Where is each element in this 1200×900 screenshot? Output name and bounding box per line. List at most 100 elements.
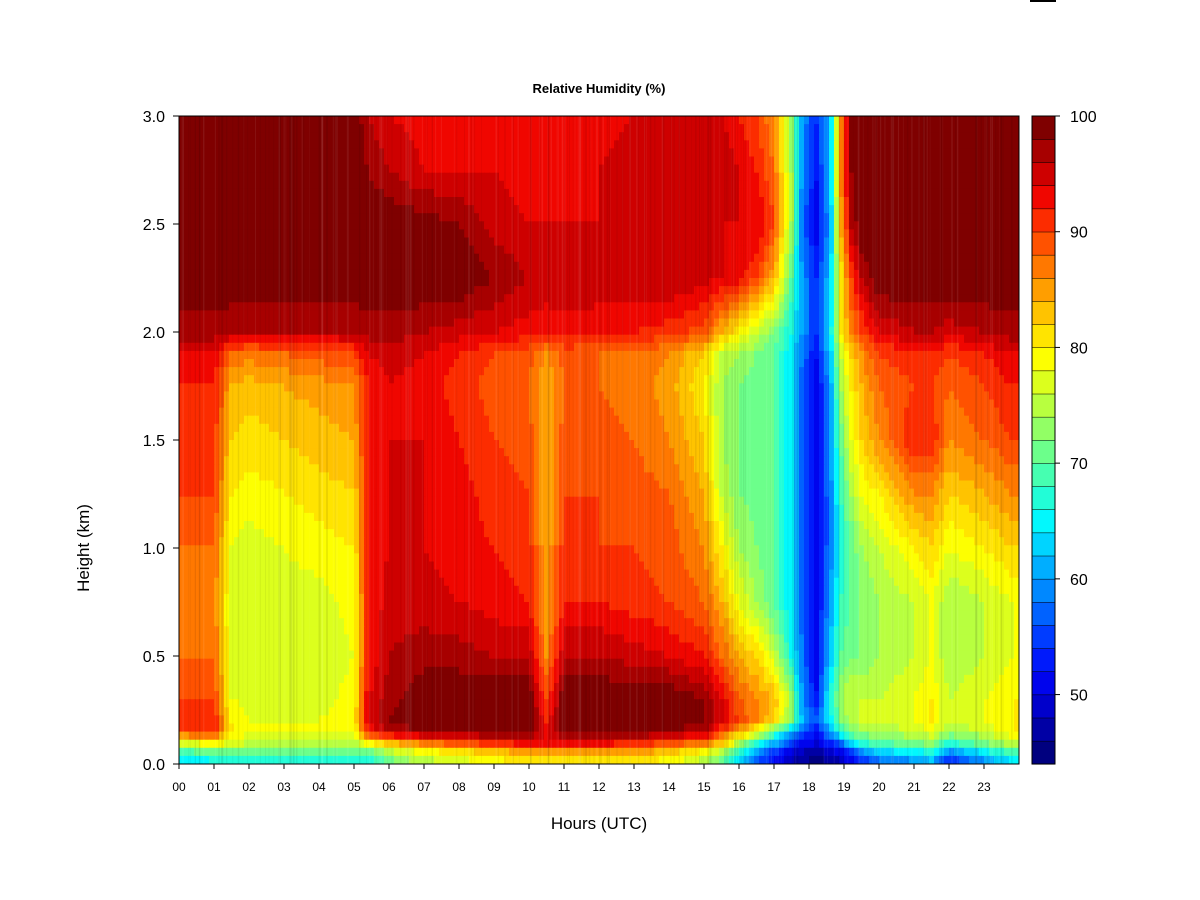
heatmap-cell [274, 188, 280, 198]
heatmap-cell [739, 221, 745, 230]
heatmap-cell [954, 205, 960, 214]
heatmap-cell [344, 286, 350, 295]
heatmap-cell [354, 261, 360, 271]
heatmap-cell [449, 269, 455, 279]
heatmap-cell [584, 278, 590, 287]
heatmap-cell [299, 350, 305, 360]
heatmap-cell [579, 197, 585, 206]
heatmap-cell [739, 229, 745, 239]
heatmap-cell [514, 302, 520, 311]
heatmap-cell [969, 237, 975, 247]
heatmap-cell [829, 302, 835, 311]
heatmap-cell [344, 229, 350, 239]
heatmap-cell [989, 180, 995, 190]
heatmap-cell [494, 261, 500, 271]
heatmap-cell [624, 342, 630, 352]
heatmap-cell [689, 124, 695, 133]
heatmap-cell [249, 237, 255, 247]
heatmap-cell [829, 294, 835, 303]
heatmap-cell [809, 164, 815, 174]
heatmap-cell [359, 124, 365, 133]
heatmap-cell [909, 286, 915, 295]
heatmap-cell [289, 116, 295, 125]
heatmap-cell [199, 221, 205, 230]
heatmap-cell [399, 188, 405, 198]
heatmap-cell [399, 278, 405, 287]
heatmap-cell [339, 180, 345, 190]
heatmap-cell [919, 261, 925, 271]
heatmap-cell [1014, 229, 1019, 239]
heatmap-cell [454, 124, 460, 133]
heatmap-cell [759, 334, 765, 344]
heatmap-cell [514, 310, 520, 320]
heatmap-cell [354, 140, 360, 149]
heatmap-cell [394, 334, 400, 344]
heatmap-cell [594, 286, 600, 295]
heatmap-cell [834, 148, 840, 158]
heatmap-cell [349, 180, 355, 190]
heatmap-cell [489, 342, 495, 352]
heatmap-cell [334, 269, 340, 279]
heatmap-cell [214, 342, 220, 352]
heatmap-cell [374, 164, 380, 174]
heatmap-cell [429, 221, 435, 230]
heatmap-cell [489, 278, 495, 287]
heatmap-cell [949, 310, 955, 320]
heatmap-cell [349, 132, 355, 141]
heatmap-cell [964, 124, 970, 133]
heatmap-cell [764, 237, 770, 247]
heatmap-cell [689, 269, 695, 279]
heatmap-cell [299, 213, 305, 222]
heatmap-cell [359, 326, 365, 336]
heatmap-cell [989, 278, 995, 287]
heatmap-cell [369, 294, 375, 303]
heatmap-cell [239, 221, 245, 230]
heatmap-cell [909, 318, 915, 328]
heatmap-cell [389, 205, 395, 214]
heatmap-cell [479, 148, 485, 158]
heatmap-cell [854, 261, 860, 271]
heatmap-cell [299, 148, 305, 158]
heatmap-cell [319, 350, 325, 360]
heatmap-cell [259, 302, 265, 311]
heatmap-cell [699, 132, 705, 141]
heatmap-cell [244, 310, 250, 320]
heatmap-cell [919, 213, 925, 222]
heatmap-cell [894, 213, 900, 222]
heatmap-cell [949, 188, 955, 198]
heatmap-cell [714, 164, 720, 174]
heatmap-cell [949, 318, 955, 328]
heatmap-cell [469, 278, 475, 287]
heatmap-cell [484, 188, 490, 198]
heatmap-cell [424, 197, 430, 206]
heatmap-cell [909, 197, 915, 206]
heatmap-cell [769, 172, 775, 182]
heatmap-cell [419, 278, 425, 287]
heatmap-cell [199, 310, 205, 320]
heatmap-cell [744, 326, 750, 336]
heatmap-cell [294, 278, 300, 287]
heatmap-cell [654, 286, 660, 295]
heatmap-cell [504, 245, 510, 255]
heatmap-cell [819, 197, 825, 206]
heatmap-cell [294, 197, 300, 206]
heatmap-cell [824, 156, 830, 166]
heatmap-cell [559, 237, 565, 247]
heatmap-cell [689, 140, 695, 149]
heatmap-cell [954, 180, 960, 190]
heatmap-cell [514, 278, 520, 287]
heatmap-cell [884, 116, 890, 125]
heatmap-cell [974, 253, 980, 263]
heatmap-cell [394, 278, 400, 287]
heatmap-cell [999, 124, 1005, 133]
heatmap-cell [329, 245, 335, 255]
heatmap-cell [809, 261, 815, 271]
heatmap-cell [779, 261, 785, 271]
heatmap-cell [569, 326, 575, 336]
heatmap-cell [1004, 116, 1010, 125]
heatmap-cell [504, 278, 510, 287]
heatmap-cell [489, 116, 495, 125]
heatmap-cell [309, 172, 315, 182]
heatmap-cell [449, 164, 455, 174]
heatmap-cell [619, 342, 625, 352]
